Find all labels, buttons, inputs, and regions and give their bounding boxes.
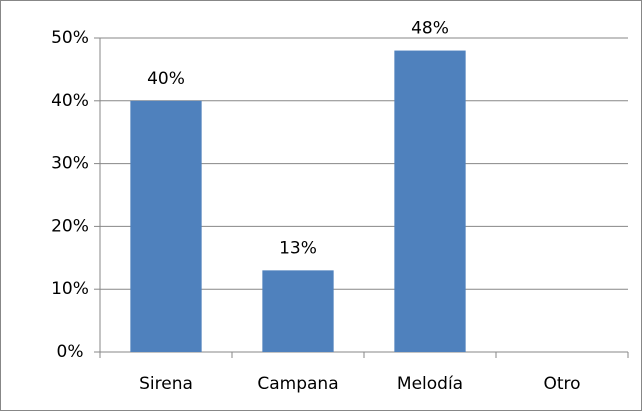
data-label: 48% (411, 19, 449, 39)
data-label: 40% (147, 69, 185, 89)
y-tick-label: 50% (51, 28, 89, 48)
y-tick-label: 0% (57, 342, 84, 362)
x-tick-label: Sirena (139, 374, 193, 394)
y-tick-label: 10% (51, 279, 89, 299)
bar (394, 50, 466, 353)
bar (130, 100, 202, 352)
y-tick-label: 30% (51, 154, 89, 174)
x-tick-label: Otro (543, 374, 580, 394)
bar (262, 270, 334, 352)
data-label: 13% (279, 238, 317, 258)
y-tick-label: 20% (51, 216, 89, 236)
y-tick-label: 40% (51, 91, 89, 111)
x-tick-label: Melodía (397, 374, 463, 394)
x-tick-label: Campana (257, 374, 338, 394)
